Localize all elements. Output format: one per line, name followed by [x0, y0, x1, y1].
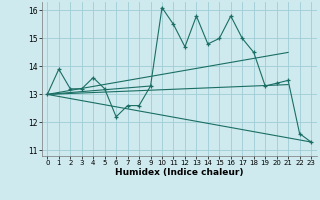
X-axis label: Humidex (Indice chaleur): Humidex (Indice chaleur): [115, 168, 244, 177]
